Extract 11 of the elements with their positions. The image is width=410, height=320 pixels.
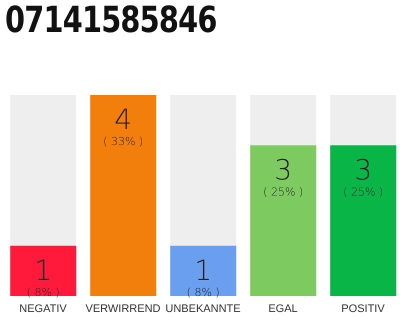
data-label: 1 ( 8% ): [186, 254, 220, 299]
data-label: 3 ( 25% ): [263, 153, 304, 198]
x-tick-label: VERWIRREND: [86, 302, 161, 315]
x-tick-label: EGAL: [268, 302, 298, 315]
chart-title: 07141585846: [5, 0, 217, 41]
data-label: 3 ( 25% ): [343, 153, 384, 198]
x-tick-label: NEGATIV: [19, 302, 68, 315]
x-tick-label: UNBEKANNTE: [165, 302, 241, 315]
data-label: 4 ( 33% ): [103, 103, 144, 148]
data-label: 1 ( 8% ): [26, 254, 60, 299]
x-tick-label: POSITIV: [341, 302, 386, 315]
